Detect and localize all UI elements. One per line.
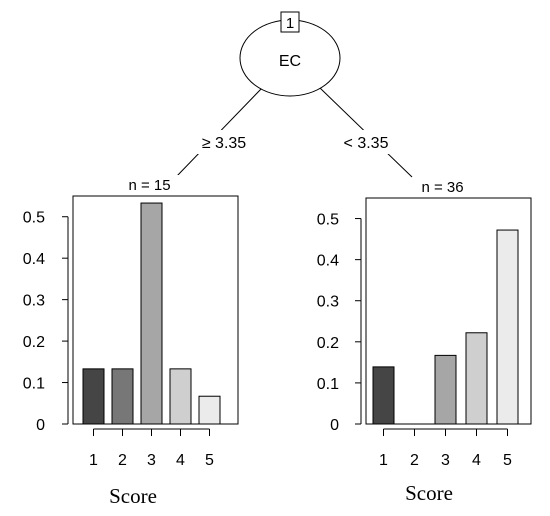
- y-tick-label: 0.4: [23, 251, 45, 268]
- y-tick-label: 0.3: [317, 294, 339, 311]
- y-tick-label: 0.2: [317, 335, 339, 352]
- x-tick-label: 4: [472, 452, 481, 469]
- x-tick-label: 1: [89, 452, 98, 469]
- right-edge-label: < 3.35: [344, 135, 389, 152]
- y-tick-label: 0.3: [23, 293, 45, 310]
- leaf-title: n = 36: [421, 179, 463, 196]
- y-tick-label: 0: [36, 417, 45, 434]
- bar-score-3: [140, 202, 163, 425]
- x-tick-label: 1: [379, 452, 388, 469]
- y-tick-label: 0.1: [317, 376, 339, 393]
- root-node-id: 1: [286, 15, 294, 32]
- x-tick-label: 2: [118, 452, 127, 469]
- bar-score-4: [465, 332, 488, 425]
- x-tick-label: 4: [176, 452, 185, 469]
- x-tick-label: 5: [503, 452, 512, 469]
- y-tick-label: 0.5: [317, 212, 339, 229]
- root-node-id-box: [280, 11, 300, 33]
- bar-score-5: [496, 229, 519, 425]
- y-tick-label: 0.5: [23, 210, 45, 227]
- y-tick-label: 0.2: [23, 334, 45, 351]
- bar-score-2: [111, 368, 134, 425]
- bar-score-3: [434, 354, 457, 425]
- right-edge-label-bg: [340, 130, 390, 154]
- x-axis-label: Score: [109, 484, 157, 508]
- x-tick-label: 3: [441, 452, 450, 469]
- root-node-variable: EC: [279, 53, 301, 70]
- bar-score-1: [372, 366, 395, 425]
- bar-score-5: [198, 395, 221, 425]
- x-tick-label: 3: [147, 452, 156, 469]
- x-axis-label: Score: [405, 481, 453, 505]
- y-tick-label: 0: [330, 417, 339, 434]
- left-leaf-panel: n = 15 0 0.1 0.2 0.3 0.4 0.5 1 2 3 4 5 Score: [23, 175, 239, 508]
- leaf-title-bg: [121, 175, 190, 195]
- leaf-title: n = 15: [128, 177, 170, 194]
- left-edge-label-bg: [193, 130, 253, 154]
- y-tick-label: 0.4: [317, 253, 339, 270]
- leaf-title-bg: [414, 177, 483, 197]
- y-tick-label: 0.1: [23, 376, 45, 393]
- x-tick-label: 5: [205, 452, 214, 469]
- left-edge-label: ≥ 3.35: [202, 135, 246, 152]
- x-tick-label: 2: [410, 452, 419, 469]
- right-leaf-panel: n = 36 0 0.1 0.2 0.3 0.4 0.5 1 2 3 4 5 Score: [317, 177, 532, 505]
- bar-score-4: [169, 368, 192, 425]
- bar-score-1: [82, 368, 105, 425]
